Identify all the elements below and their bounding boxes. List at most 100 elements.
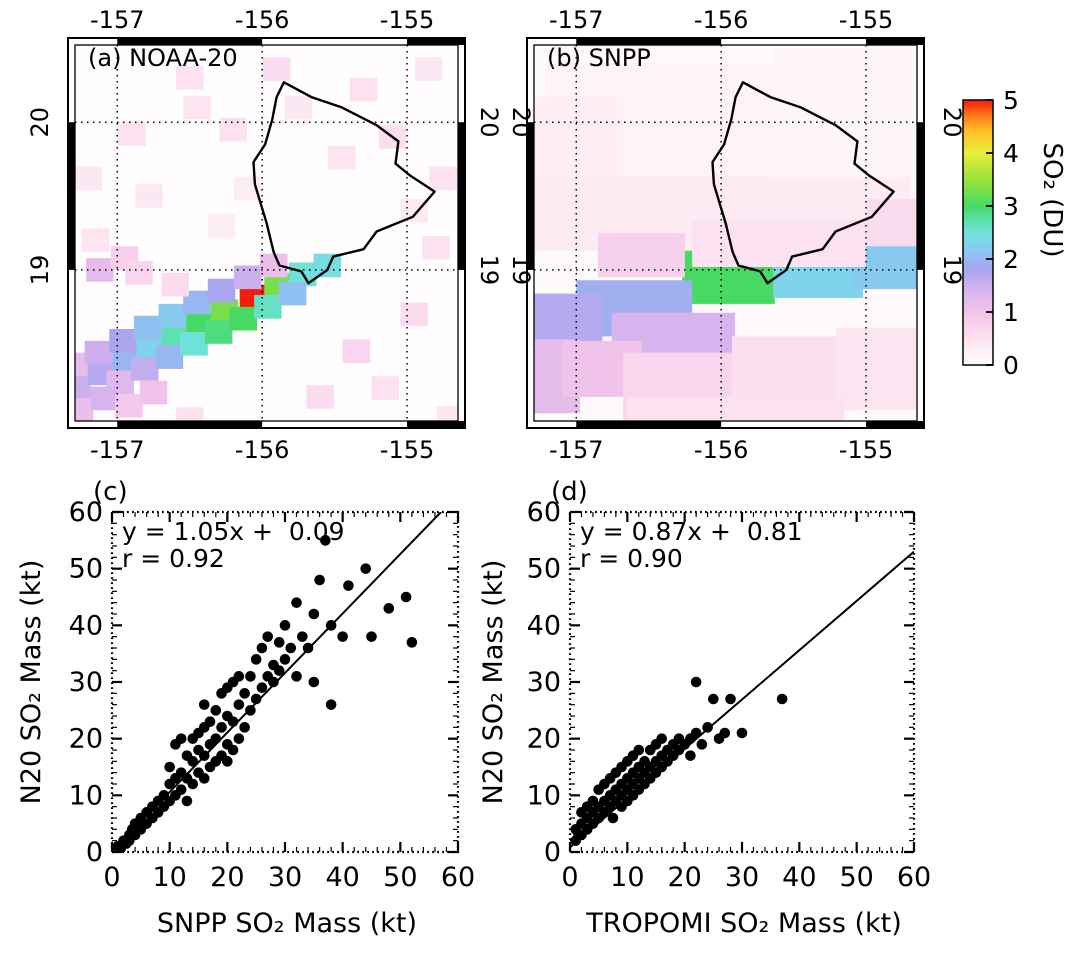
map-cell xyxy=(866,199,917,247)
map-cell xyxy=(371,376,400,400)
scatter-panel-c: 0 10 20 30 40 50 60 0 10 20 30 40 50 60 xyxy=(69,497,476,893)
map-cell xyxy=(219,117,247,142)
tick-label: 30 xyxy=(725,862,759,893)
map-cell xyxy=(328,145,356,170)
map-cell xyxy=(135,184,163,208)
map-cell xyxy=(436,405,458,421)
scatter-point xyxy=(400,591,412,603)
map-cell xyxy=(313,253,342,278)
tick-label: -155 xyxy=(839,436,893,464)
map-cell xyxy=(117,122,146,146)
panel-d-xlabel: TROPOMI SO₂ Mass (kt) xyxy=(585,908,902,939)
colorbar-tick-label: 3 xyxy=(1003,192,1019,221)
map-cell xyxy=(692,219,867,267)
frame-segment xyxy=(917,122,924,270)
colorbar-tick-label: 5 xyxy=(1003,86,1019,115)
tick-label: 60 xyxy=(69,497,103,528)
tick-label: 0 xyxy=(561,862,578,893)
map-cell xyxy=(597,233,685,278)
scatter-point xyxy=(685,750,696,761)
scatter-point xyxy=(690,727,702,739)
map-cell xyxy=(415,57,443,81)
colorbar-tick-label: 4 xyxy=(1003,139,1019,168)
map-cell xyxy=(400,199,429,223)
tick-label: 20 xyxy=(475,107,503,138)
scatter-point xyxy=(250,654,262,665)
scatter-point xyxy=(308,676,320,688)
scatter-point xyxy=(245,705,256,716)
scatter-point xyxy=(256,682,268,693)
tick-label: 60 xyxy=(441,862,475,893)
scatter-point xyxy=(406,637,418,648)
scatter-point xyxy=(343,580,354,591)
tick-label: 60 xyxy=(527,497,561,528)
map-cell xyxy=(342,339,371,363)
scatter-point xyxy=(164,761,175,773)
map-b-tick-labels: -157 -157 -156 -156 -155 -155 19 19 20 20 xyxy=(507,6,966,464)
frame-segment xyxy=(866,38,924,45)
scatter-point xyxy=(325,699,337,710)
scatter-point xyxy=(198,773,210,784)
scatter-point xyxy=(210,733,222,744)
tick-label: -157 xyxy=(90,6,144,34)
tick-label: 19 xyxy=(938,255,966,286)
map-a-frame xyxy=(67,37,466,429)
tick-label: 30 xyxy=(69,667,103,698)
panel-d-ylabel: N20 SO₂ Mass (kt) xyxy=(478,560,509,805)
tick-label: 0 xyxy=(86,837,103,868)
scatter-point xyxy=(181,795,193,807)
scatter-point xyxy=(607,812,619,824)
colorbar-gradient xyxy=(962,99,994,366)
scatter-point xyxy=(216,722,227,733)
scatter-point xyxy=(233,671,245,682)
scatter-point xyxy=(776,693,788,705)
map-cell xyxy=(158,303,187,328)
tick-label: 50 xyxy=(839,862,873,893)
scatter-point xyxy=(245,671,256,682)
tick-label: 30 xyxy=(268,862,302,893)
scatter-point xyxy=(250,693,262,705)
map-cell xyxy=(75,398,94,421)
tick-label: 50 xyxy=(527,554,561,585)
map-cell xyxy=(175,66,204,90)
map-cell xyxy=(349,77,378,102)
map-cell xyxy=(207,213,236,238)
scatter-point xyxy=(198,750,210,761)
scatter-point xyxy=(656,733,668,744)
map-cell xyxy=(836,328,917,410)
scatter-point xyxy=(696,739,708,750)
tick-label: 20 xyxy=(527,724,561,755)
tick-label: 30 xyxy=(527,667,561,698)
scatter-point xyxy=(708,693,719,705)
panel-a-title: (a) NOAA-20 xyxy=(88,44,238,72)
panel-c-ylabel: N20 SO₂ Mass (kt) xyxy=(16,560,47,805)
map-cell xyxy=(90,386,118,411)
tick-label: 19 xyxy=(475,255,503,286)
scatter-point xyxy=(633,744,645,756)
scatter-point xyxy=(210,705,222,716)
panel-c-label: (c) xyxy=(93,477,128,507)
scatter-point xyxy=(268,676,279,688)
map-panel-a: -157 -157 -156 -156 -155 -155 19 19 20 20 xyxy=(26,6,503,464)
map-cell xyxy=(400,302,429,327)
frame-segment xyxy=(576,421,722,428)
tick-label: -155 xyxy=(839,6,893,34)
map-cell xyxy=(254,295,282,319)
scatter-point xyxy=(702,722,713,733)
panel-d-correlation: r = 0.90 xyxy=(580,544,683,573)
tick-label: 60 xyxy=(897,862,931,893)
scatter-point xyxy=(285,642,297,654)
frame-segment xyxy=(527,122,534,270)
scatter-point xyxy=(360,563,372,574)
tick-label: -156 xyxy=(694,436,748,464)
tick-label: 20 xyxy=(210,862,244,893)
tick-label: -155 xyxy=(380,6,434,34)
panel-b-title: (b) SNPP xyxy=(547,44,651,72)
colorbar-tick-label: 2 xyxy=(1003,245,1019,274)
map-cell xyxy=(429,166,458,191)
frame-segment xyxy=(407,421,465,428)
map-cell xyxy=(75,352,88,377)
scatter-point xyxy=(227,716,239,727)
scatter-point xyxy=(725,693,736,705)
